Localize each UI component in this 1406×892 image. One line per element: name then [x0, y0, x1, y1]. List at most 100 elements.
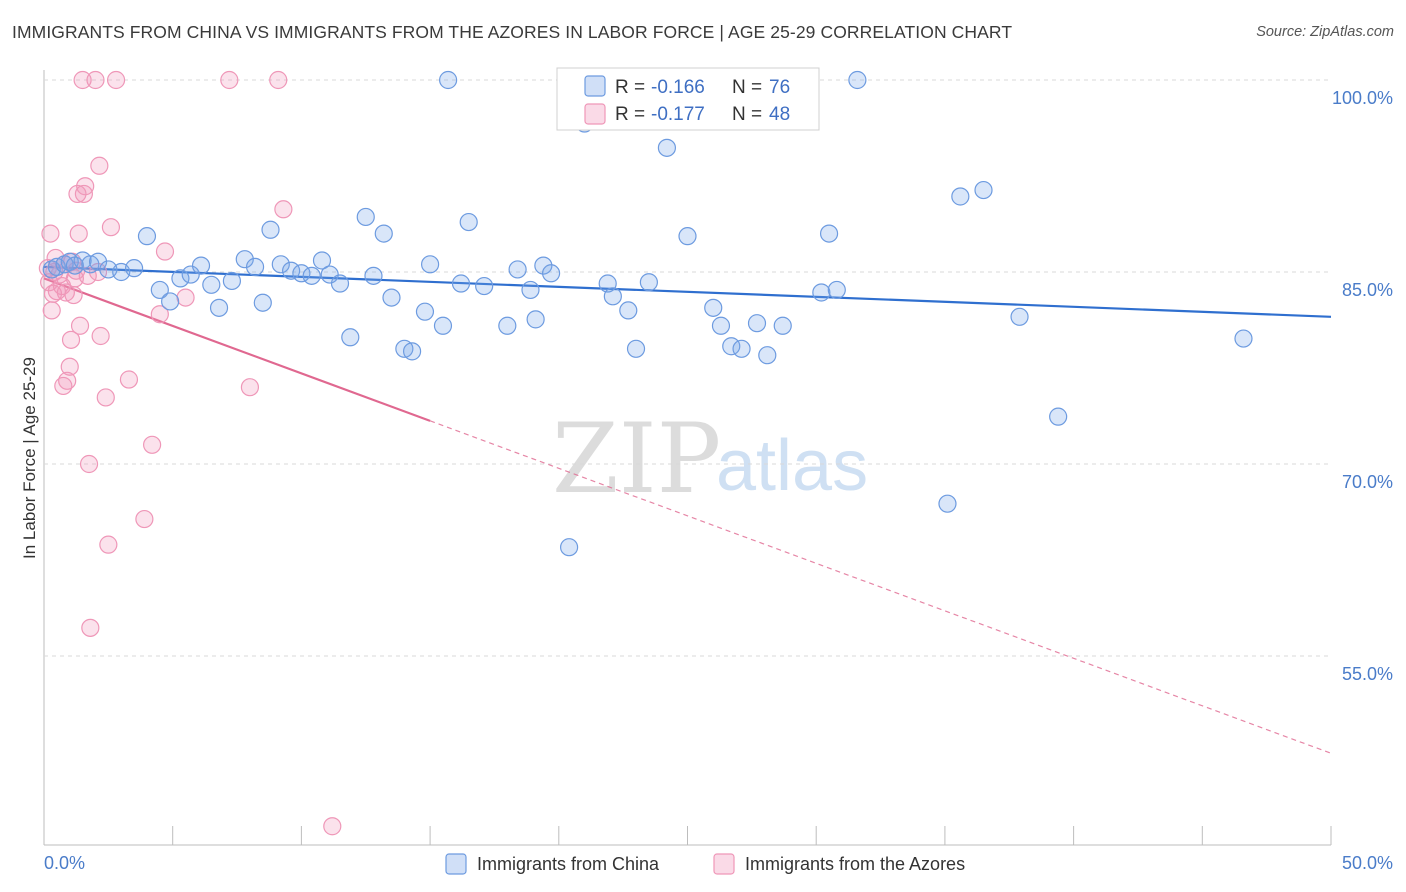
data-point-china: [421, 255, 440, 274]
data-point-china: [150, 280, 169, 300]
data-point-china: [222, 271, 242, 291]
data-point-china: [282, 261, 301, 280]
trend-line-azores-solid: [43, 277, 431, 422]
r-label-china: R =: [615, 77, 645, 98]
data-point-azores: [91, 326, 110, 346]
legend-swatch-china: [584, 75, 606, 97]
chart-title: IMMIGRANTS FROM CHINA VS IMMIGRANTS FROM…: [12, 22, 1013, 42]
data-point-china: [364, 266, 383, 285]
data-point-china: [209, 298, 229, 317]
data-point-azores: [119, 370, 139, 389]
bottom-legend-swatch-china: [445, 853, 467, 875]
data-point-azores: [76, 177, 95, 196]
data-point-azores: [64, 285, 83, 305]
data-point-china: [526, 310, 545, 329]
data-point-azores: [79, 454, 99, 474]
data-point-china: [415, 302, 435, 321]
y-tick-label: 85.0%: [1342, 280, 1393, 300]
data-point-azores: [220, 70, 239, 90]
data-point-china: [341, 328, 360, 347]
data-point-azores: [143, 435, 162, 454]
data-point-china: [639, 273, 658, 292]
n-label-azores: N =: [732, 104, 762, 125]
bottom-legend-label-china: Immigrants from China: [477, 854, 660, 874]
data-point-china: [402, 342, 422, 361]
data-point-azores: [68, 184, 87, 204]
data-point-china: [678, 227, 697, 246]
data-point-china: [330, 274, 350, 293]
y-tick-label: 70.0%: [1342, 472, 1393, 492]
data-point-china: [619, 301, 638, 320]
data-point-china: [261, 220, 280, 239]
x-tick-label-min: 0.0%: [44, 853, 85, 873]
data-point-china: [951, 187, 970, 206]
n-label-china: N =: [732, 77, 762, 98]
data-point-china: [191, 256, 211, 275]
data-point-china: [704, 298, 723, 317]
data-point-china: [292, 264, 311, 283]
watermark-atlas: atlas: [716, 426, 868, 506]
n-value-china: 76: [769, 77, 790, 98]
data-point-china: [88, 252, 108, 271]
data-point-china: [559, 538, 579, 557]
data-point-azores: [45, 262, 64, 282]
trend-line-azores-dashed: [429, 420, 1332, 754]
data-point-azores: [69, 224, 88, 243]
data-point-azores: [96, 388, 115, 407]
data-point-china: [541, 264, 561, 283]
series-azores-points: [38, 70, 342, 836]
data-point-azores: [90, 156, 109, 175]
data-point-azores: [42, 301, 61, 320]
data-point-china: [356, 207, 375, 227]
data-point-china: [137, 227, 157, 246]
y-tick-label: 55.0%: [1342, 664, 1393, 684]
data-point-china: [508, 260, 527, 279]
data-point-azores: [274, 200, 293, 219]
data-point-china: [626, 339, 646, 358]
data-point-china: [711, 316, 731, 335]
data-point-azores: [41, 224, 60, 243]
data-point-china: [732, 339, 751, 358]
data-point-azores: [58, 371, 77, 390]
data-point-china: [253, 293, 272, 312]
data-point-china: [312, 251, 332, 270]
data-point-azores: [81, 618, 100, 637]
y-axis-label: In Labor Force | Age 25-29: [20, 357, 39, 559]
n-value-azores: 48: [769, 104, 790, 125]
r-label-azores: R =: [615, 104, 645, 125]
data-point-china: [439, 70, 458, 90]
data-point-china: [433, 316, 453, 335]
data-point-china: [747, 314, 767, 333]
data-point-china: [819, 224, 839, 243]
data-point-azores: [73, 70, 92, 90]
data-point-china: [521, 280, 540, 300]
data-point-china: [498, 316, 517, 335]
data-point-china: [1049, 407, 1068, 426]
data-point-china: [974, 180, 993, 200]
r-value-china: -0.166: [651, 77, 705, 98]
source-credit: Source: ZipAtlas.com: [1256, 24, 1394, 40]
data-point-china: [374, 224, 393, 243]
data-point-azores: [135, 509, 154, 529]
watermark-zip: ZIP: [552, 403, 721, 515]
data-point-azores: [88, 262, 108, 282]
data-point-azores: [150, 305, 169, 324]
series-legend: Immigrants from China Immigrants from th…: [445, 853, 965, 875]
data-point-azores: [74, 184, 93, 204]
bottom-legend-label-azores: Immigrants from the Azores: [745, 854, 965, 874]
data-point-china: [382, 288, 401, 307]
data-point-china: [181, 265, 200, 284]
data-point-china: [451, 274, 471, 293]
data-point-china: [1010, 307, 1029, 326]
y-tick-labels: 55.0% 70.0% 85.0% 100.0%: [1332, 88, 1393, 684]
x-axis-ticks: [172, 826, 1332, 845]
data-point-china: [603, 287, 622, 306]
data-point-china: [124, 259, 144, 278]
data-point-china: [773, 316, 792, 335]
data-point-china: [848, 70, 867, 90]
y-tick-label: 100.0%: [1332, 88, 1393, 108]
data-point-china: [245, 257, 265, 276]
x-tick-label-max: 50.0%: [1342, 853, 1393, 873]
data-point-azores: [323, 817, 342, 836]
